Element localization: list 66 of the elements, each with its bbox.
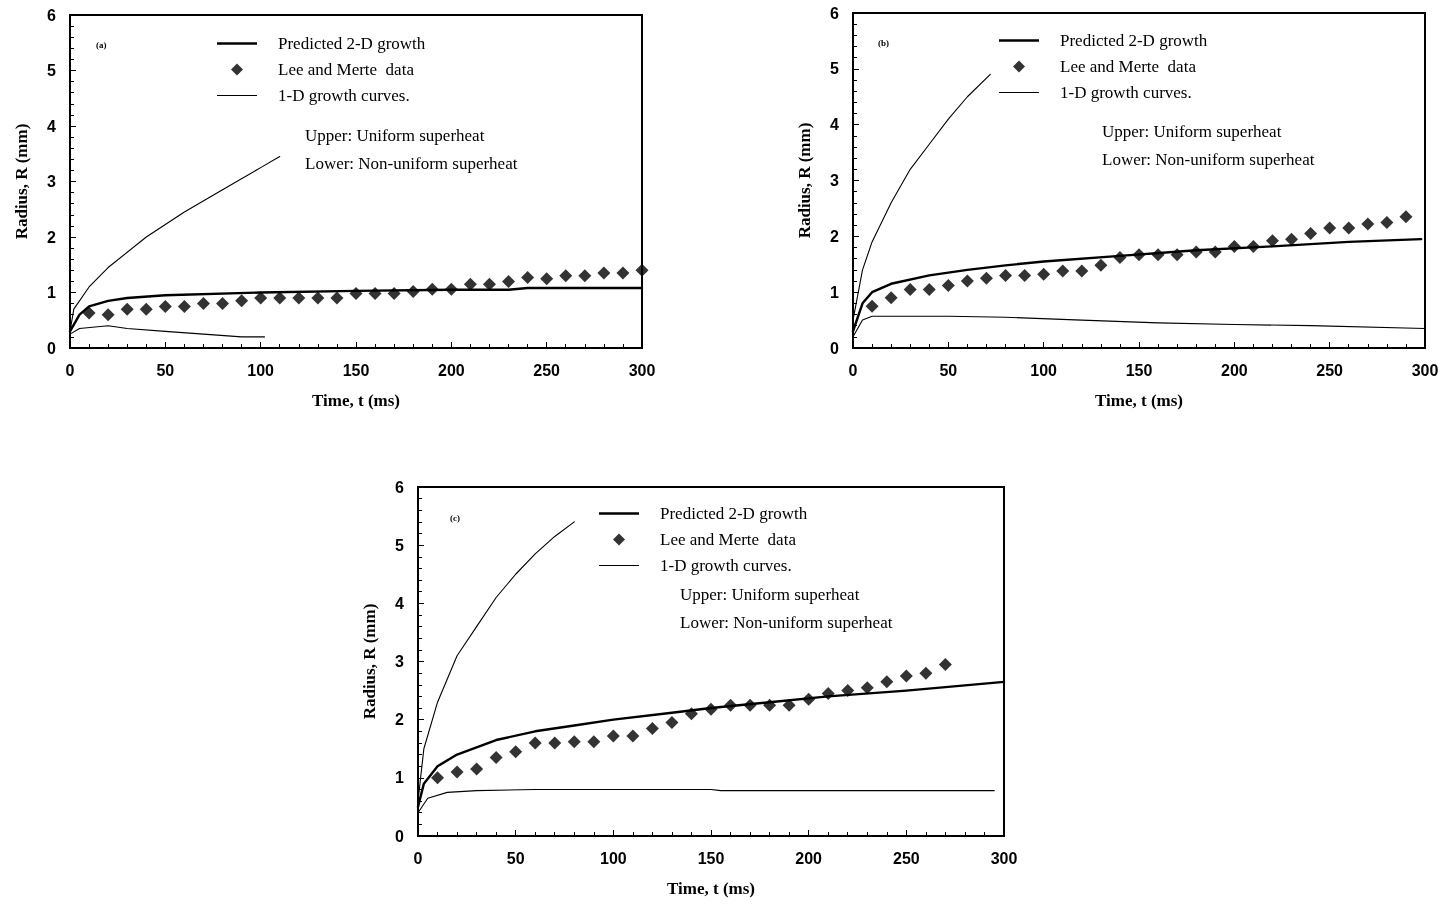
x-axis-title: Time, t (ms): [667, 879, 755, 898]
annotation: Upper: Uniform superheat: [680, 585, 860, 604]
x-tick-label: 50: [506, 849, 525, 867]
x-tick-label: 0: [848, 361, 858, 379]
x-tick-label: 150: [1125, 361, 1153, 379]
x-tick-label: 300: [628, 361, 656, 379]
legend-label: Predicted 2-D growth: [1060, 31, 1208, 50]
y-tick-label: 6: [47, 6, 57, 24]
y-tick-label: 6: [395, 478, 405, 496]
y-tick-label: 5: [47, 62, 57, 79]
x-tick-label: 250: [1316, 361, 1344, 379]
y-tick-label: 4: [830, 116, 840, 134]
annotation: Upper: Uniform superheat: [305, 126, 485, 145]
y-tick-label: 3: [830, 172, 840, 189]
y-tick-label: 4: [395, 594, 405, 612]
y-axis-title: Radius, R (mm): [12, 123, 31, 240]
y-tick-label: 6: [830, 4, 840, 22]
legend-label: Lee and Merte data: [278, 60, 415, 79]
legend-label: Lee and Merte data: [660, 530, 797, 549]
x-tick-label: 200: [437, 361, 465, 379]
y-tick-label: 1: [47, 284, 57, 301]
legend-label: Lee and Merte data: [1060, 57, 1197, 76]
annotation: Lower: Non-uniform superheat: [305, 154, 518, 173]
y-tick-label: 4: [47, 117, 57, 135]
annotation: (b): [878, 37, 889, 48]
x-tick-label: 50: [939, 361, 958, 379]
x-tick-label: 200: [1220, 361, 1248, 379]
y-tick-label: 1: [395, 769, 405, 787]
legend-label: Predicted 2-D growth: [660, 504, 808, 523]
x-tick-label: 150: [697, 849, 725, 867]
x-tick-label: 300: [1411, 361, 1439, 379]
annotation: (a): [96, 39, 107, 50]
y-tick-label: 0: [830, 339, 840, 357]
y-tick-label: 1: [830, 283, 840, 301]
x-tick-label: 0: [413, 849, 423, 867]
x-axis-title: Time, t (ms): [312, 391, 400, 410]
x-tick-label: 150: [342, 361, 370, 379]
annotation: Lower: Non-uniform superheat: [1102, 150, 1315, 169]
y-tick-label: 2: [47, 228, 57, 246]
y-tick-label: 0: [395, 827, 405, 845]
x-axis-title: Time, t (ms): [1095, 391, 1183, 410]
x-tick-label: 100: [1030, 361, 1058, 379]
x-tick-label: 0: [65, 361, 75, 379]
x-tick-label: 100: [247, 361, 275, 379]
annotation: Upper: Uniform superheat: [1102, 122, 1282, 141]
y-axis-title: Radius, R (mm): [795, 122, 814, 239]
annotation: (c): [450, 512, 460, 523]
y-tick-label: 2: [830, 227, 840, 245]
x-tick-label: 50: [156, 361, 175, 379]
x-tick-label: 250: [892, 849, 920, 867]
y-tick-label: 2: [395, 711, 405, 729]
legend-label: 1-D growth curves.: [1060, 83, 1192, 102]
annotation: Lower: Non-uniform superheat: [680, 613, 893, 632]
x-tick-label: 250: [533, 361, 561, 379]
x-tick-label: 300: [990, 849, 1018, 867]
legend-label: 1-D growth curves.: [660, 556, 792, 575]
y-tick-label: 5: [830, 60, 840, 78]
x-tick-label: 100: [599, 849, 627, 867]
y-axis-title: Radius, R (mm): [360, 603, 379, 720]
legend-label: 1-D growth curves.: [278, 86, 410, 105]
y-tick-label: 5: [395, 536, 405, 554]
y-tick-label: 0: [47, 339, 57, 357]
x-tick-label: 200: [795, 849, 823, 867]
legend-label: Predicted 2-D growth: [278, 34, 426, 53]
y-tick-label: 3: [395, 653, 405, 670]
y-tick-label: 3: [47, 173, 57, 190]
